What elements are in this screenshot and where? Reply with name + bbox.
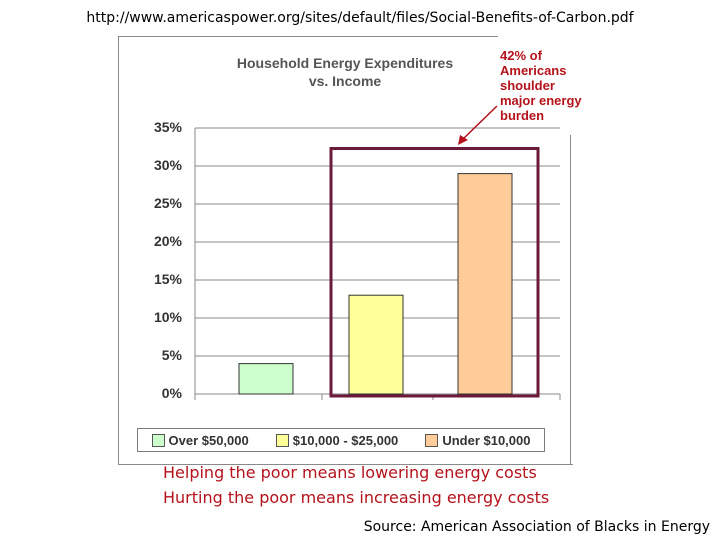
- source-credit: Source: American Association of Blacks i…: [363, 519, 710, 535]
- callout-line: burden: [500, 108, 545, 123]
- chart-frame-top: [118, 36, 498, 37]
- legend-label: Under $10,000: [442, 432, 531, 448]
- bar: [348, 294, 404, 395]
- legend-item: $10,000 - $25,000: [275, 432, 399, 448]
- chart-title: Household Energy Expenditures vs. Income: [190, 54, 500, 90]
- highlight-box: [329, 147, 540, 398]
- y-tick-label: 35%: [153, 119, 182, 135]
- callout-line: Americans: [500, 63, 567, 78]
- legend: Over $50,000 $10,000 - $25,000 Under $10,0…: [137, 428, 545, 452]
- source-url: http://www.americaspower.org/sites/defau…: [86, 10, 634, 26]
- callout-line: major energy: [500, 93, 582, 108]
- y-tick-label: 0%: [161, 385, 182, 401]
- bars: [238, 147, 540, 398]
- y-tick-label: 30%: [153, 157, 182, 173]
- callout-line: shoulder: [500, 78, 555, 93]
- legend-swatch: [275, 433, 289, 447]
- y-tick-label: 15%: [153, 271, 182, 287]
- chart-frame-right: [570, 135, 571, 465]
- y-tick-label: 25%: [153, 195, 182, 211]
- bar: [238, 363, 294, 395]
- bar: [457, 173, 513, 395]
- legend-item: Over $50,000: [151, 432, 249, 448]
- callout-line: 42% of: [500, 48, 542, 63]
- legend-label: Over $50,000: [168, 432, 249, 448]
- callout-arrow-head: [458, 135, 468, 145]
- y-tick-label: 10%: [153, 309, 182, 325]
- chart-title-line1: Household Energy Expenditures: [236, 55, 454, 71]
- callout-text: 42% of Americans shoulder major energy burde…: [500, 48, 620, 123]
- legend-item: Under $10,000: [425, 433, 530, 448]
- caption-line-1: Helping the poor means lowering energy c…: [163, 463, 537, 482]
- legend-label: $10,000 - $25,000: [292, 432, 399, 448]
- caption-line-2: Hurting the poor means increasing energy…: [163, 488, 550, 507]
- legend-swatch: [425, 433, 439, 447]
- legend-swatch: [151, 433, 165, 447]
- y-tick-label: 20%: [153, 233, 182, 249]
- callout-arrow: [461, 105, 498, 141]
- y-tick-label: 5%: [161, 347, 182, 363]
- chart-title-line2: vs. Income: [308, 73, 382, 89]
